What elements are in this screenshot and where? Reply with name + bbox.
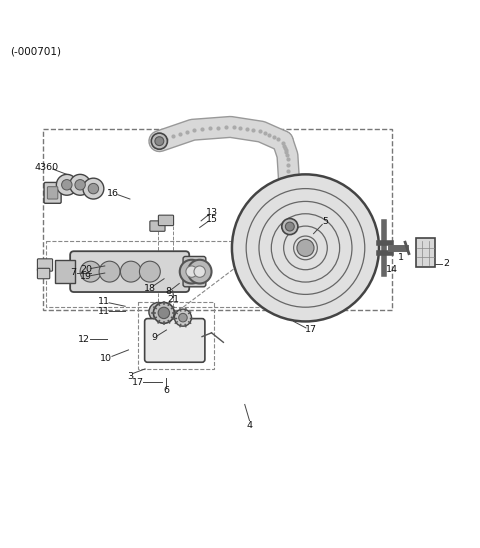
Circle shape: [99, 261, 120, 282]
Text: 5: 5: [323, 218, 328, 226]
Circle shape: [80, 261, 101, 282]
FancyBboxPatch shape: [144, 318, 205, 362]
Circle shape: [174, 309, 192, 326]
Text: 4360: 4360: [35, 163, 59, 172]
Circle shape: [154, 302, 174, 323]
Circle shape: [120, 261, 141, 282]
Circle shape: [286, 222, 294, 231]
Bar: [43, 129, 392, 310]
Circle shape: [154, 307, 163, 317]
Circle shape: [159, 310, 179, 329]
Circle shape: [232, 174, 379, 322]
Text: 9: 9: [152, 333, 157, 341]
Text: 4: 4: [247, 421, 252, 430]
FancyBboxPatch shape: [158, 215, 174, 226]
Circle shape: [180, 260, 204, 283]
Circle shape: [297, 239, 314, 256]
Text: 11: 11: [98, 297, 110, 306]
Circle shape: [282, 219, 298, 235]
Text: 6: 6: [164, 386, 169, 395]
Text: 19: 19: [80, 272, 92, 281]
FancyBboxPatch shape: [70, 251, 189, 292]
Circle shape: [158, 307, 169, 318]
Text: 17: 17: [132, 378, 144, 387]
FancyBboxPatch shape: [183, 256, 206, 287]
Text: 3: 3: [127, 372, 133, 380]
Text: 18: 18: [144, 284, 156, 293]
FancyBboxPatch shape: [37, 269, 50, 279]
Text: 21: 21: [168, 295, 180, 304]
Text: 12: 12: [77, 335, 89, 344]
Circle shape: [186, 266, 197, 277]
Text: (-000701): (-000701): [10, 46, 61, 56]
Circle shape: [139, 261, 160, 282]
Circle shape: [83, 178, 104, 199]
Text: 10: 10: [100, 354, 112, 363]
Circle shape: [75, 180, 85, 190]
Bar: [55, 260, 75, 283]
FancyBboxPatch shape: [150, 221, 165, 231]
Bar: [416, 238, 435, 267]
Text: 1: 1: [398, 253, 404, 262]
Text: 14: 14: [386, 265, 398, 274]
Circle shape: [164, 315, 174, 324]
Text: 15: 15: [205, 215, 217, 224]
FancyBboxPatch shape: [48, 187, 58, 199]
Text: 13: 13: [205, 208, 217, 217]
Circle shape: [149, 302, 168, 322]
Text: 16: 16: [108, 189, 120, 198]
Circle shape: [70, 174, 91, 195]
Text: 7: 7: [70, 268, 76, 277]
Bar: [47, 241, 305, 307]
Circle shape: [61, 180, 72, 190]
Text: 8: 8: [165, 287, 171, 296]
Circle shape: [56, 174, 77, 195]
Text: 20: 20: [80, 265, 92, 274]
Circle shape: [188, 260, 212, 283]
Text: 11: 11: [98, 306, 110, 316]
Circle shape: [151, 133, 168, 149]
Text: 2: 2: [444, 259, 449, 268]
Text: 17: 17: [305, 326, 317, 334]
Circle shape: [88, 184, 98, 194]
Circle shape: [194, 266, 205, 277]
Bar: [138, 302, 214, 369]
Circle shape: [179, 313, 187, 322]
FancyBboxPatch shape: [44, 182, 61, 203]
Circle shape: [155, 136, 164, 146]
FancyBboxPatch shape: [37, 259, 53, 271]
